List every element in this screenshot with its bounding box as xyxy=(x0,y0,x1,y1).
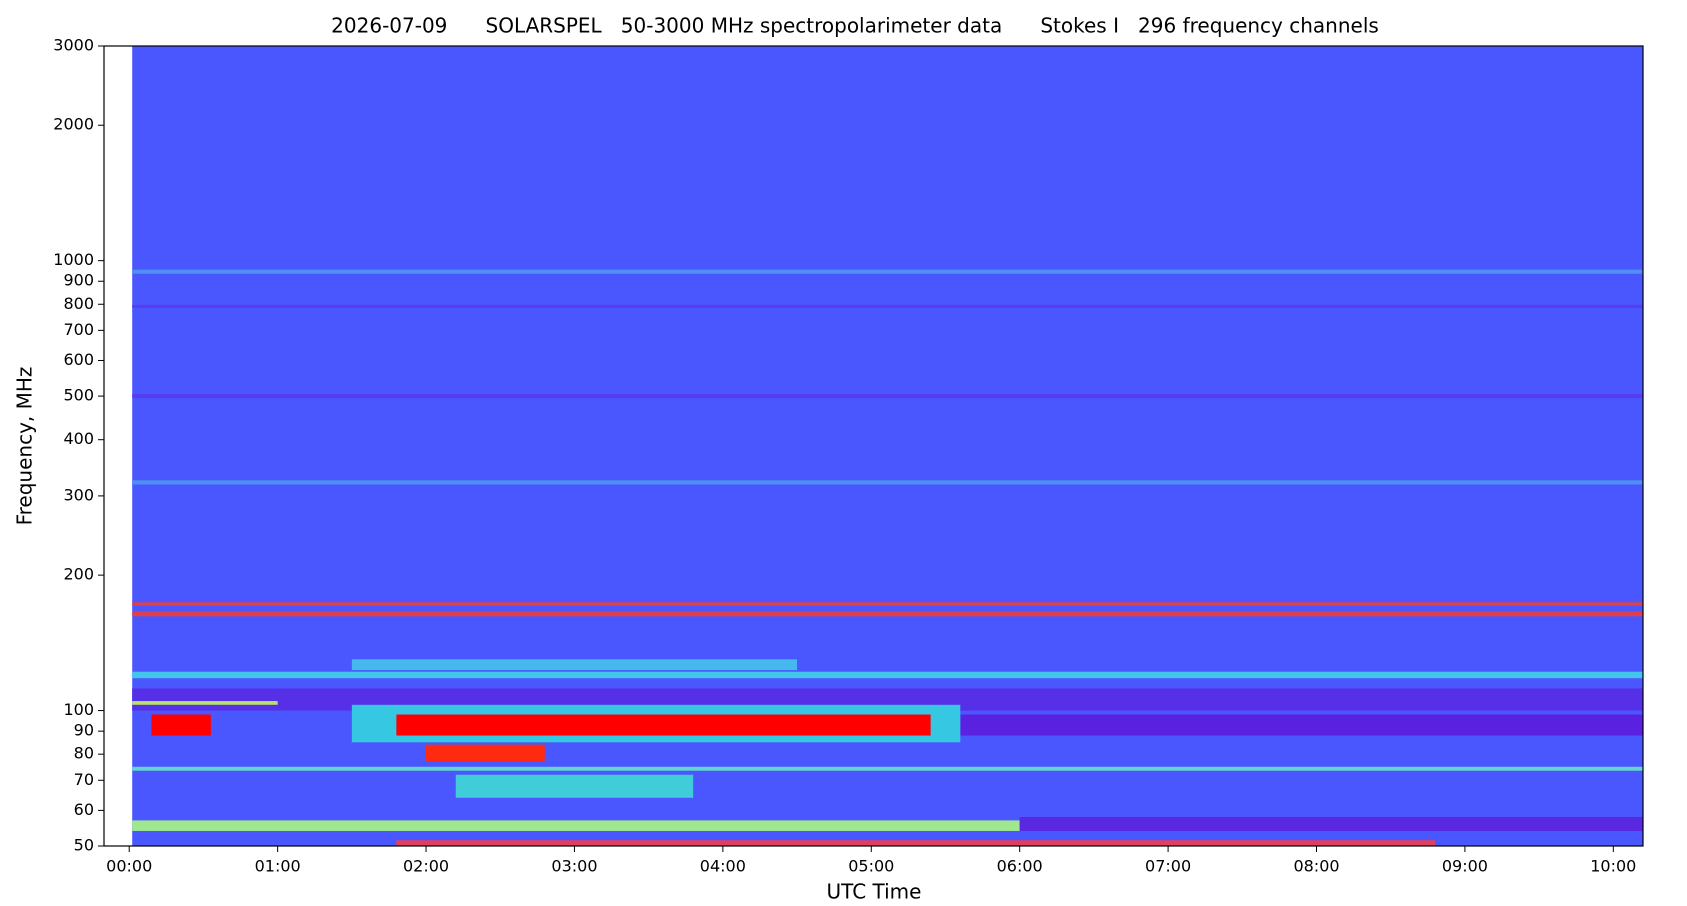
spectrum-region xyxy=(396,714,931,736)
x-tick-label: 08:00 xyxy=(1293,857,1339,876)
spectrum-region xyxy=(132,269,1643,274)
spectrum-region xyxy=(132,480,1643,485)
y-tick-label: 300 xyxy=(63,485,94,504)
y-tick-label: 80 xyxy=(74,744,94,763)
y-tick-label: 200 xyxy=(63,565,94,584)
y-tick-label: 700 xyxy=(63,320,94,339)
y-tick-label: 100 xyxy=(63,700,94,719)
spectrum-region xyxy=(132,671,1643,679)
y-tick-label: 400 xyxy=(63,429,94,448)
x-tick-label: 06:00 xyxy=(997,857,1043,876)
spectrum-region xyxy=(132,701,278,705)
x-axis-label: UTC Time xyxy=(827,880,922,904)
spectrum-region xyxy=(426,744,545,762)
y-axis-label: Frequency, MHz xyxy=(13,367,37,526)
x-tick-label: 01:00 xyxy=(255,857,301,876)
spectrum-region xyxy=(1019,817,1643,831)
plot-frame xyxy=(103,45,1644,847)
spectrum-region xyxy=(455,774,694,798)
spectrum-region xyxy=(132,766,1643,771)
x-tick-label: 04:00 xyxy=(700,857,746,876)
y-tick-label: 70 xyxy=(74,770,94,789)
spectrum-region xyxy=(351,659,798,671)
y-tick-label: 90 xyxy=(74,721,94,740)
x-tick-label: 03:00 xyxy=(551,857,597,876)
spectrum-region xyxy=(132,304,1643,308)
x-tick-label: 09:00 xyxy=(1442,857,1488,876)
y-tick-label: 60 xyxy=(74,800,94,819)
x-tick-label: 10:00 xyxy=(1590,857,1636,876)
x-tick-label: 05:00 xyxy=(848,857,894,876)
y-tick-label: 1000 xyxy=(53,250,94,269)
y-tick-label: 900 xyxy=(63,271,94,290)
spectrum-region xyxy=(132,820,1020,831)
chart-title: 2026-07-09 SOLARSPEL 50-3000 MHz spectro… xyxy=(331,14,1379,38)
y-tick-label: 500 xyxy=(63,386,94,405)
spectrum-region xyxy=(132,602,1643,606)
x-tick-label: 00:00 xyxy=(106,857,152,876)
spectrum-region xyxy=(132,611,1643,617)
y-tick-label: 600 xyxy=(63,350,94,369)
y-tick-label: 50 xyxy=(74,836,94,855)
x-tick-label: 07:00 xyxy=(1145,857,1191,876)
y-tick-label: 3000 xyxy=(53,36,94,55)
spectrum-region xyxy=(132,394,1643,399)
x-tick-label: 02:00 xyxy=(403,857,449,876)
spectrum-region xyxy=(396,840,1436,846)
spectrum-region xyxy=(960,714,1643,736)
y-tick-label: 2000 xyxy=(53,115,94,134)
spectrum-region xyxy=(151,714,211,736)
y-tick-label: 800 xyxy=(63,294,94,313)
